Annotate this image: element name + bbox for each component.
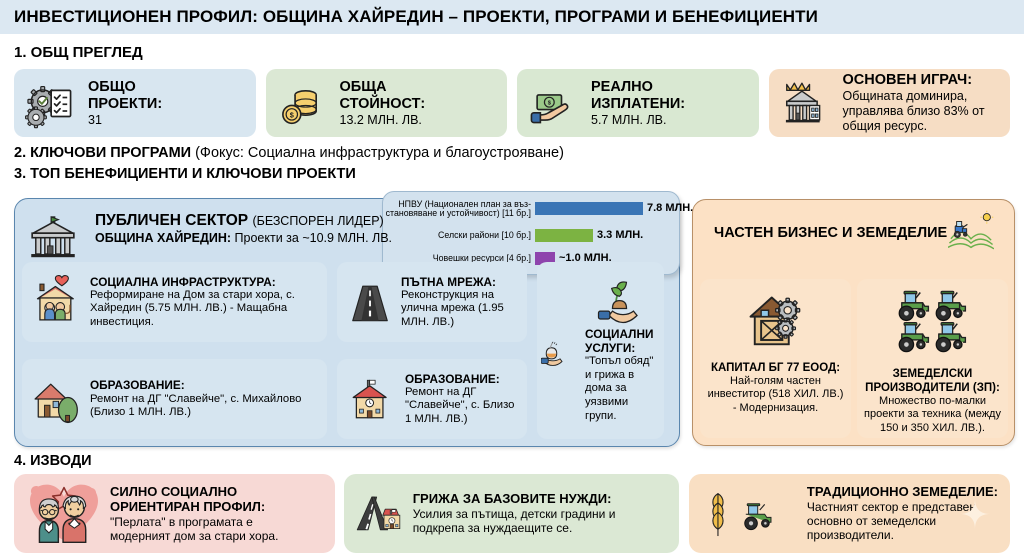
- svg-text:$: $: [289, 111, 293, 120]
